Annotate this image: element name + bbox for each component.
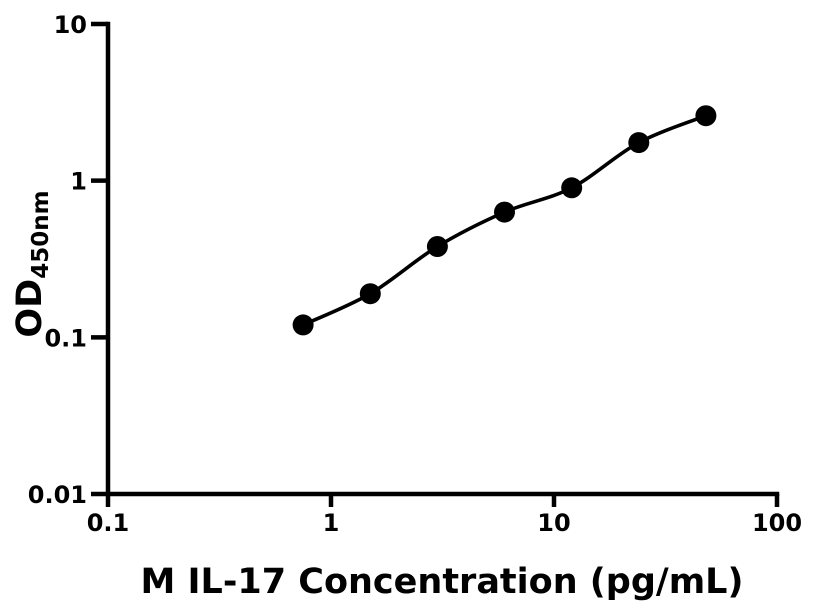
x-axis-tick-label: 100 xyxy=(752,509,802,537)
x-axis-tick-label: 0.1 xyxy=(87,509,130,537)
y-axis-label-main: OD xyxy=(10,279,50,338)
data-point xyxy=(292,314,314,336)
data-point xyxy=(359,283,381,305)
data-point xyxy=(628,132,650,154)
data-point xyxy=(695,105,717,127)
y-axis-label: OD450nm xyxy=(10,190,54,337)
y-axis-label-subscript: 450nm xyxy=(28,190,54,278)
y-axis-tick-label: 0.1 xyxy=(44,324,87,352)
x-axis-label: M IL-17 Concentration (pg/mL) xyxy=(141,562,744,602)
axis-spines xyxy=(105,21,780,497)
x-axis-tick-label: 10 xyxy=(537,509,570,537)
data-point xyxy=(426,236,448,257)
plot-series-layer xyxy=(292,105,717,336)
data-point xyxy=(561,177,583,199)
x-axis-tick-label: 1 xyxy=(323,509,340,537)
y-axis-tick-label: 10 xyxy=(54,11,87,39)
y-axis-tick-label: 1 xyxy=(70,168,87,196)
y-axis-tick-label: 0.01 xyxy=(28,481,87,509)
data-point xyxy=(494,201,515,223)
